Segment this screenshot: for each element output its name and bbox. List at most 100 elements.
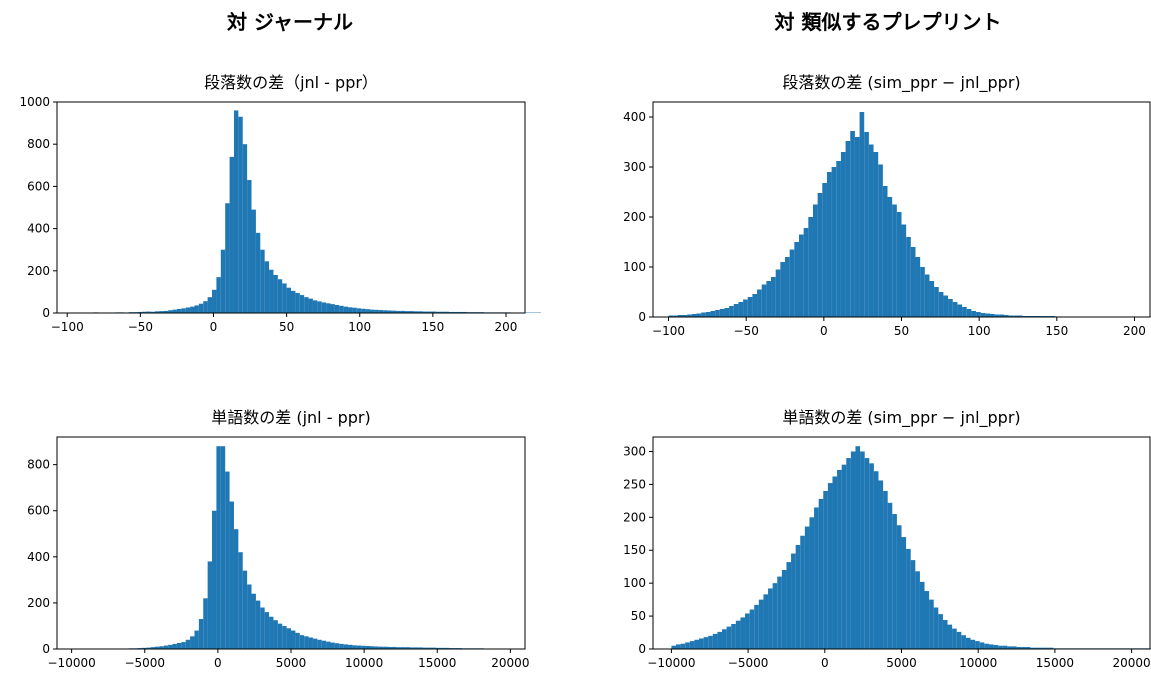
histogram-bar [444,647,449,649]
histogram-bar [238,552,243,649]
y-tick-label: 0 [638,310,646,324]
histogram-bar [383,310,388,313]
histogram-bar [994,314,1000,317]
histogram-bar [339,643,344,649]
histogram-bar [233,110,239,313]
histogram-bar [745,613,750,649]
histogram-bar [906,237,911,317]
histogram-bar [938,292,944,317]
histogram-bar [168,644,173,649]
histogram-bar [185,639,191,649]
y-tick-label: 0 [638,642,646,656]
histogram-bar [203,598,208,649]
histogram-bar [768,588,773,649]
histogram-bar [312,638,318,649]
x-tick-label: 200 [495,320,518,334]
histogram-bar [948,299,953,317]
histogram-bar [282,283,287,313]
histogram-bar [1039,647,1045,649]
histogram-bar [304,297,309,313]
histogram-bar [308,637,313,649]
histogram-bar [924,274,930,317]
histogram-bar [892,204,897,317]
histogram-bar [348,644,353,649]
histogram-bar [457,311,463,313]
y-tick-label: 800 [27,458,50,472]
histogram-bar [348,307,353,313]
histogram-bar [808,217,813,317]
y-tick-label: 100 [623,260,646,274]
histogram-bar [444,311,449,313]
histogram-bar [976,312,981,317]
histogram-bar [961,635,966,649]
histogram-bar [901,224,907,317]
y-tick-label: 0 [42,642,50,656]
histogram-bar [910,247,916,317]
histogram-bar [826,172,832,317]
histogram-bar [405,311,410,313]
histogram-bar [168,310,173,313]
histogram-bar [873,152,879,317]
histogram-bar [691,314,697,317]
histogram-bar [775,269,781,317]
histogram-bar [216,277,221,313]
histogram-bar [334,643,340,649]
histogram-bar [677,315,683,317]
y-tick-label: 400 [27,550,50,564]
histogram-bar [299,635,305,649]
histogram-bar [413,647,419,649]
x-tick-label: −5000 [728,656,769,670]
histogram-bar [400,647,406,649]
histogram-bar [176,643,182,649]
x-tick-label: 100 [968,324,991,338]
histogram-bar [391,646,397,649]
histogram-bar [150,311,155,313]
chart-title: 単語数の差 (sim_ppr − jnl_ppr) [782,408,1020,428]
histogram-bar [190,636,195,649]
histogram-bar [818,498,824,649]
histogram-bar [719,309,725,317]
histogram-bar [841,464,847,649]
histogram-bar [378,310,384,313]
histogram-bar [352,645,357,649]
x-tick-label: 15000 [1036,656,1074,670]
histogram-bar [772,583,778,649]
histogram-bar [405,647,410,649]
x-tick-label: 20000 [491,656,529,670]
histogram-bar [185,307,191,313]
histogram-bar [308,298,313,313]
y-tick-label: 200 [27,264,50,278]
histogram-bar [295,632,300,649]
histogram-bar [766,281,772,317]
histogram-bar [710,311,716,317]
histogram-bar [791,553,796,649]
plot-frame [56,436,526,650]
histogram-bar [999,314,1005,317]
histogram-panel-3: 単語数の差 (sim_ppr − jnl_ppr)−10000 −5000 0 500… [623,408,1151,670]
chart-title: 段落数の差 (sim_ppr − jnl_ppr) [782,73,1020,93]
histogram-bar [998,645,1003,649]
histogram-bar [869,463,874,649]
y-tick-label: 600 [27,179,50,193]
histogram-bar [238,116,243,314]
histogram-bar [887,502,893,649]
histogram-bar [356,645,362,649]
histogram-bar [194,630,199,649]
histogram-bar [277,623,283,649]
histogram-bar [740,617,746,649]
histogram-bar [785,257,790,317]
histogram-bar [817,193,823,317]
y-tick-label: 1000 [19,95,50,109]
histogram-bar [229,501,234,649]
histogram-bar [682,315,688,317]
y-tick-label: 200 [623,510,646,524]
histogram-bar [934,287,939,317]
histogram-bar [781,569,787,649]
histogram-bar [845,141,851,317]
histogram-bar [391,310,397,313]
histogram-bar [146,647,151,649]
x-tick-label: 0 [820,324,828,338]
histogram-bar [676,644,681,649]
histogram-bar [172,309,177,313]
histogram-bar [453,311,458,313]
